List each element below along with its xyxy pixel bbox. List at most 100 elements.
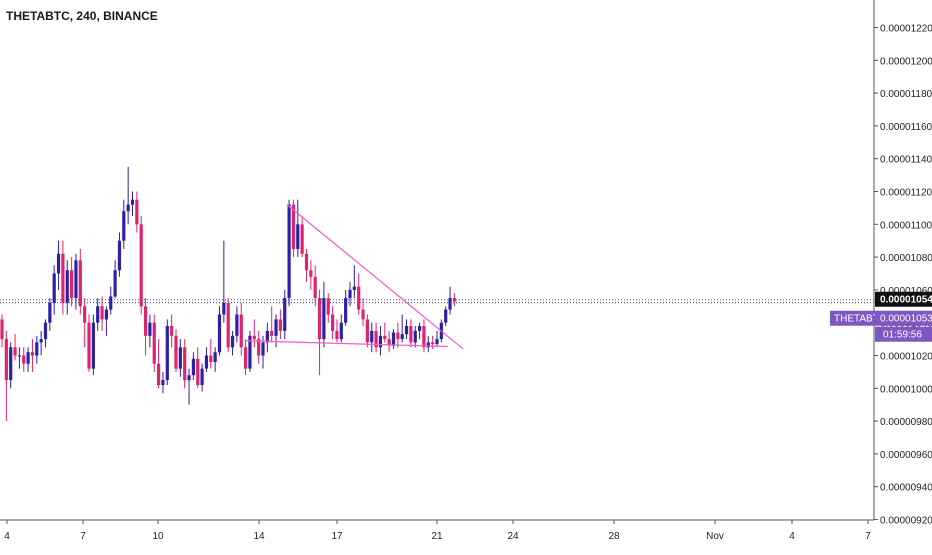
candle-body — [200, 368, 204, 386]
candle-body — [287, 204, 291, 299]
price-tick-label: 0.00001020 — [880, 352, 932, 363]
candle-body — [296, 224, 300, 249]
price-tick-label: 0.00000920 — [880, 516, 932, 527]
candle-body — [217, 314, 222, 353]
candle-body — [348, 289, 352, 299]
price-tick-label: 0.00001160 — [880, 122, 932, 133]
candle-body — [157, 363, 161, 386]
last-price-label-bg — [875, 291, 932, 307]
candle-body — [56, 253, 61, 274]
candle-body — [9, 347, 13, 381]
time-tick-label: 21 — [431, 531, 443, 542]
time-tick-label: 24 — [507, 531, 519, 542]
candle-body — [391, 332, 396, 346]
candle-body — [291, 204, 296, 249]
candle-body — [130, 199, 135, 205]
candle-body — [91, 322, 95, 369]
candle-body — [326, 298, 330, 315]
candle-body — [309, 270, 313, 277]
candle-body — [370, 330, 374, 343]
symbol-price-bg — [875, 310, 932, 326]
candle-body — [30, 352, 35, 356]
candle-body — [335, 330, 339, 340]
candle-body — [174, 335, 178, 369]
candle-body — [187, 375, 191, 381]
candle-body — [431, 342, 435, 345]
candle-body — [261, 342, 265, 356]
symbol-tag-label: THETABTC — [834, 314, 886, 325]
candle-body — [226, 303, 230, 348]
candle-body — [191, 358, 195, 376]
candle-body — [139, 224, 143, 307]
candle-body — [109, 296, 113, 310]
candle-body — [143, 306, 148, 336]
candle-body — [4, 339, 8, 381]
candle-body — [357, 286, 361, 310]
candle-body — [444, 309, 448, 323]
candle-body — [209, 355, 213, 363]
candle-body — [183, 347, 187, 381]
candle-body — [300, 224, 304, 254]
candle-body — [235, 314, 239, 336]
candle-body — [83, 306, 87, 323]
candle-body — [70, 270, 74, 299]
candle-body — [396, 332, 400, 340]
candle-body — [426, 342, 430, 348]
candle-body — [365, 319, 369, 343]
time-tick-label: 10 — [152, 531, 164, 542]
candle-body — [170, 325, 174, 336]
candle-body — [204, 355, 209, 369]
time-tick-label: 4 — [4, 531, 10, 542]
candle-body — [13, 347, 17, 356]
candle-body — [213, 352, 217, 363]
candle-body — [26, 352, 30, 364]
candle-body — [48, 303, 52, 323]
candle-body — [322, 298, 326, 340]
candle-body — [43, 322, 48, 340]
candle-body — [17, 355, 21, 357]
time-tick-label: 28 — [608, 531, 620, 542]
price-tick-label: 0.00001100 — [880, 220, 932, 231]
candle-body — [248, 335, 252, 369]
time-tick-label: 4 — [789, 531, 795, 542]
candle-body — [378, 335, 383, 348]
descending-trendline — [286, 204, 464, 350]
price-tick-label: 0.00001180 — [880, 89, 932, 100]
candle-body — [265, 330, 269, 343]
candle-body — [270, 330, 274, 336]
candle-body — [283, 298, 287, 331]
candle-body — [304, 253, 309, 271]
candle-body — [448, 298, 452, 310]
candle-body — [435, 339, 439, 345]
candle-body — [100, 306, 104, 320]
candle-body — [383, 335, 387, 340]
price-tick-label: 0.00001200 — [880, 56, 932, 67]
candle-body — [178, 347, 182, 369]
candle-body — [52, 273, 56, 304]
candle-body — [409, 325, 413, 343]
candle-body — [361, 309, 365, 320]
candle-body — [87, 322, 91, 369]
candle-body — [61, 253, 65, 304]
candle-body — [122, 211, 126, 241]
time-tick-label: 14 — [253, 531, 265, 542]
countdown-label: 01:59:56 — [883, 330, 922, 341]
symbol-title: THETABTC, 240, BINANCE — [6, 9, 158, 23]
candle-body — [339, 322, 343, 340]
candle-body — [387, 339, 391, 346]
candle-body — [252, 335, 256, 340]
candle-body — [244, 347, 248, 369]
price-tick-label: 0.00001120 — [880, 188, 932, 199]
candle-body — [331, 314, 335, 331]
candle-body — [452, 298, 456, 302]
candle-body — [161, 380, 165, 386]
candle-body — [257, 339, 261, 356]
candle-body — [39, 339, 43, 343]
candle-body — [196, 358, 200, 386]
symbol-price-label: 0.00001053 — [880, 314, 932, 325]
candle-body — [404, 325, 409, 335]
candle-body — [0, 319, 4, 340]
candle-body — [400, 334, 404, 340]
